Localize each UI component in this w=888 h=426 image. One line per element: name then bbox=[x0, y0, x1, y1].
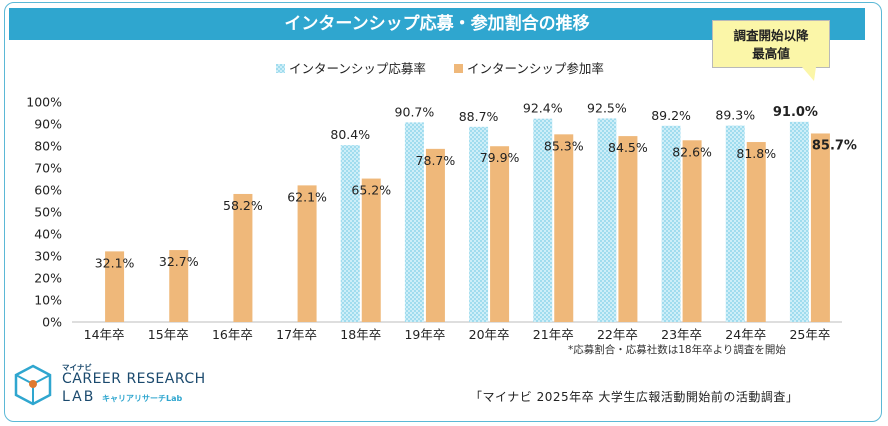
bar-join-rate bbox=[746, 142, 766, 322]
data-label-join-rate: 32.7% bbox=[159, 254, 199, 269]
bar-apply-rate bbox=[661, 125, 681, 322]
logo-mynavi-text: マイナビ bbox=[62, 363, 92, 372]
bar-apply-rate bbox=[789, 121, 809, 322]
career-research-lab-logo: マイナビ CAREER RESEARCH LAB キャリアリサーチLab bbox=[12, 362, 212, 412]
source-citation: 「マイナビ 2025年卒 大学生広報活動開始前の活動調査」 bbox=[470, 390, 799, 404]
y-tick-label: 90% bbox=[34, 117, 62, 132]
data-label-join-rate: 78.7% bbox=[416, 153, 456, 168]
y-tick-label: 10% bbox=[34, 293, 62, 308]
bar-join-rate bbox=[554, 134, 574, 322]
record-high-callout: 調査開始以降 最高値 bbox=[712, 20, 830, 68]
y-tick-label: 60% bbox=[34, 183, 62, 198]
y-tick-label: 20% bbox=[34, 271, 62, 286]
x-tick-label: 18年卒 bbox=[340, 327, 381, 342]
data-label-join-rate: 65.2% bbox=[351, 183, 391, 198]
x-tick-label: 14年卒 bbox=[84, 327, 125, 342]
cube-logo-icon bbox=[14, 364, 52, 406]
data-label-join-rate: 62.1% bbox=[287, 189, 327, 204]
data-label-join-rate: 79.9% bbox=[480, 150, 520, 165]
legend-label-join: インターンシップ参加率 bbox=[467, 61, 604, 76]
bar-join-rate bbox=[169, 250, 189, 322]
bar-join-rate bbox=[682, 140, 702, 322]
legend-label-apply: インターンシップ応募率 bbox=[289, 61, 426, 76]
data-label-join-rate: 58.2% bbox=[223, 198, 263, 213]
data-label-join-rate: 82.6% bbox=[672, 144, 712, 159]
y-tick-label: 50% bbox=[34, 205, 62, 220]
logo-main-text: CAREER RESEARCH bbox=[62, 371, 206, 387]
callout-line-1: 調査開始以降 bbox=[733, 28, 809, 43]
data-label-apply-rate: 88.7% bbox=[459, 109, 499, 124]
data-label-join-rate: 85.7% bbox=[812, 138, 857, 153]
logo-lab-text: LAB bbox=[62, 389, 96, 405]
chart-title: インターンシップ応募・参加割合の推移 bbox=[9, 8, 865, 40]
data-label-join-rate: 81.8% bbox=[736, 146, 776, 161]
footnote: *応募割合・応募社数は18年卒より調査を開始 bbox=[568, 344, 786, 356]
bar-apply-rate bbox=[404, 122, 424, 323]
x-tick-label: 15年卒 bbox=[148, 327, 189, 342]
data-label-apply-rate: 92.4% bbox=[523, 101, 563, 116]
x-tick-label: 21年卒 bbox=[533, 327, 574, 342]
x-tick-label: 20年卒 bbox=[469, 327, 510, 342]
data-label-apply-rate: 90.7% bbox=[395, 104, 435, 119]
bar-apply-rate bbox=[597, 118, 617, 322]
callout-pointer bbox=[802, 67, 816, 81]
x-tick-label: 22年卒 bbox=[597, 327, 638, 342]
x-tick-label: 17年卒 bbox=[276, 327, 317, 342]
data-label-apply-rate: 91.0% bbox=[773, 105, 818, 120]
legend-swatch-apply bbox=[276, 64, 285, 73]
logo-kana-text: キャリアリサーチLab bbox=[102, 394, 183, 403]
callout-line-2: 最高値 bbox=[752, 46, 790, 61]
data-label-apply-rate: 89.2% bbox=[651, 108, 691, 123]
y-tick-label: 0% bbox=[42, 315, 62, 330]
data-label-apply-rate: 89.3% bbox=[715, 108, 755, 123]
data-label-join-rate: 32.1% bbox=[95, 255, 135, 270]
bar-join-rate bbox=[233, 193, 253, 322]
bar-join-rate bbox=[105, 251, 125, 322]
bar-apply-rate bbox=[533, 118, 553, 322]
bar-join-rate bbox=[810, 133, 830, 322]
data-label-apply-rate: 92.5% bbox=[587, 101, 627, 116]
bar-apply-rate bbox=[340, 145, 360, 322]
y-tick-label: 70% bbox=[34, 161, 62, 176]
y-tick-label: 80% bbox=[34, 139, 62, 154]
bar-join-rate bbox=[618, 136, 638, 322]
y-tick-label: 30% bbox=[34, 249, 62, 264]
x-tick-label: 19年卒 bbox=[404, 327, 445, 342]
legend: インターンシップ応募率 インターンシップ参加率 bbox=[276, 61, 604, 76]
bar-join-rate bbox=[297, 185, 317, 322]
x-tick-label: 24年卒 bbox=[725, 327, 766, 342]
legend-swatch-join bbox=[454, 64, 463, 73]
bar-apply-rate bbox=[469, 126, 489, 322]
data-label-apply-rate: 80.4% bbox=[330, 127, 370, 142]
y-tick-label: 100% bbox=[26, 95, 62, 110]
x-tick-label: 16年卒 bbox=[212, 327, 253, 342]
bar-join-rate bbox=[425, 148, 445, 322]
data-label-join-rate: 85.3% bbox=[544, 138, 584, 153]
bar-apply-rate bbox=[725, 125, 745, 322]
bar-join-rate bbox=[490, 146, 510, 322]
x-tick-label: 25年卒 bbox=[789, 327, 830, 342]
x-tick-label: 23年卒 bbox=[661, 327, 702, 342]
bar-join-rate bbox=[361, 178, 381, 322]
data-label-join-rate: 84.5% bbox=[608, 140, 648, 155]
y-tick-label: 40% bbox=[34, 227, 62, 242]
